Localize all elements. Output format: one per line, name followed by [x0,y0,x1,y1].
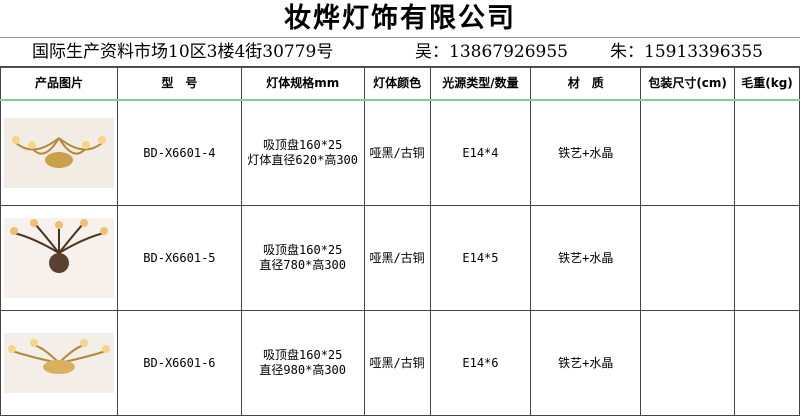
company-title: 妆烨灯饰有限公司 [284,3,516,34]
spec-line1: 吸顶盘160*25 [263,138,343,152]
material: 铁艺+水晶 [530,310,642,416]
header-row: 产品图片 型 号 灯体规格mm 灯体颜色 光源类型/数量 材 质 包装尺寸(cm… [0,66,800,101]
header-weight: 毛重(kg) [734,66,800,101]
spec-line2: 灯体直径620*高300 [247,153,358,167]
product-table: 产品图片 型 号 灯体规格mm 灯体颜色 光源类型/数量 材 质 包装尺寸(cm… [0,66,800,416]
package [640,205,736,311]
model: BD-X6601-4 [116,99,242,206]
spec: 吸顶盘160*25 灯体直径620*高300 [240,99,365,206]
product-image [0,99,118,206]
header-color: 灯体颜色 [363,66,431,101]
spec-line2: 直径980*高300 [259,363,346,377]
weight [734,205,800,311]
model: BD-X6601-5 [116,205,242,311]
weight [734,99,800,206]
light: E14*6 [429,310,532,416]
spec: 吸顶盘160*25 直径980*高300 [240,310,365,416]
header-image: 产品图片 [0,66,118,101]
header-package: 包装尺寸(cm) [640,66,736,101]
table-row: BD-X6601-5 吸顶盘160*25 直径780*高300 哑黑/古铜 E14… [0,205,800,311]
package [640,99,736,206]
contact-zhu: 朱：15913396355 [610,42,763,62]
header-light: 光源类型/数量 [429,66,532,101]
weight [734,310,800,416]
spec-line1: 吸顶盘160*25 [263,348,343,362]
material: 铁艺+水晶 [530,99,642,206]
model: BD-X6601-6 [116,310,242,416]
product-image [0,310,118,416]
light: E14*4 [429,99,532,206]
contact-wu: 吴：13867926955 [415,42,568,62]
table-row: BD-X6601-6 吸顶盘160*25 直径980*高300 哑黑/古铜 E14… [0,310,800,416]
package [640,310,736,416]
color: 哑黑/古铜 [363,99,431,206]
header-model: 型 号 [116,66,242,101]
header-spec: 灯体规格mm [240,66,365,101]
color: 哑黑/古铜 [363,205,431,311]
chandelier-image [3,218,114,298]
header-material: 材 质 [530,66,642,101]
spec: 吸顶盘160*25 直径780*高300 [240,205,365,311]
spec-line2: 直径780*高300 [259,258,346,272]
table-row: BD-X6601-4 吸顶盘160*25 灯体直径620*高300 哑黑/古铜 E… [0,99,800,206]
light: E14*5 [429,205,532,311]
address-bar: 国际生产资料市场10区3楼4街30779号 吴：13867926955 朱：15… [0,37,800,68]
chandelier-image [3,333,114,393]
chandelier-image [3,118,114,188]
color: 哑黑/古铜 [363,310,431,416]
material: 铁艺+水晶 [530,205,642,311]
address: 国际生产资料市场10区3楼4街30779号 [32,42,334,62]
product-image [0,205,118,311]
spec-line1: 吸顶盘160*25 [263,243,343,257]
